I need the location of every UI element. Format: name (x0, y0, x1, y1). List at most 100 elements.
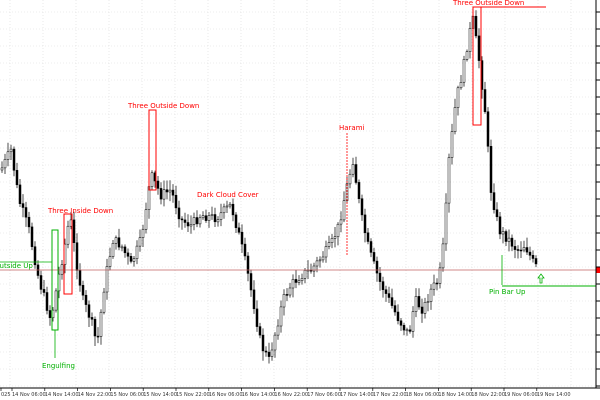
candle-body (240, 231, 244, 245)
candle-body (507, 237, 511, 242)
candle-body (273, 334, 277, 351)
candle-body (129, 256, 133, 262)
candle-body (363, 214, 367, 234)
candle-body (333, 236, 337, 239)
candle-body (219, 212, 223, 220)
annotation-labels: Three Inside Down Three Outside Down Dark … (0, 0, 526, 370)
candle-body (15, 170, 19, 186)
pattern-label: Engulfing (42, 362, 75, 370)
candle-body (516, 249, 520, 251)
candle-body (93, 318, 97, 337)
candle-body (279, 306, 283, 327)
candle-body (135, 245, 139, 259)
candle-body (126, 252, 130, 257)
candle-body (327, 242, 331, 247)
candle-body (141, 229, 145, 238)
candle-body (477, 35, 481, 61)
candle-body (432, 282, 436, 290)
three-outside-down-box (472, 6, 482, 126)
candle-body (99, 311, 103, 337)
candle-body (171, 189, 175, 196)
pattern-label: Pin Bar Up (489, 288, 526, 296)
candle-body (393, 305, 397, 313)
time-tick-label: 14 Nov 06:00 (12, 392, 46, 398)
candle-body (378, 272, 382, 282)
candle-body (498, 216, 502, 235)
candle-body (339, 219, 343, 225)
candle-body (354, 164, 358, 183)
candle-body (441, 243, 445, 269)
candle-body (18, 184, 22, 204)
candle-body (201, 215, 205, 219)
candle-body (102, 291, 106, 313)
candle-body (315, 260, 319, 267)
candle-body (348, 173, 352, 185)
candle-body (48, 310, 52, 318)
time-tick-label: 14 Nov 14:00 (45, 392, 79, 398)
candle-body (177, 207, 181, 220)
candle-body (87, 304, 91, 318)
candle-body (456, 87, 460, 108)
time-tick-label: 19 Nov 14:00 (537, 392, 571, 398)
time-tick-label: 17 Nov 22:00 (373, 392, 407, 398)
candle-body (426, 301, 430, 303)
candle-body (282, 294, 286, 308)
candle-body (435, 282, 439, 285)
candle-body (534, 258, 538, 265)
candle-body (21, 203, 25, 208)
candle-body (210, 214, 214, 216)
time-tick-label: 16 Nov 06:00 (209, 392, 243, 398)
candle-body (195, 217, 199, 225)
candle-body (39, 275, 43, 290)
candle-body (519, 249, 523, 252)
overlays (0, 6, 600, 358)
candle-body (444, 202, 448, 245)
candle-body (384, 289, 388, 294)
candle-body (261, 334, 265, 352)
candle-body (123, 246, 127, 254)
candle-body (237, 227, 241, 233)
up-arrow-icon (537, 273, 545, 284)
candle-body (462, 59, 466, 83)
candle-body (225, 205, 229, 208)
candle-body (27, 216, 31, 228)
time-tick-label: 16 Nov 22:00 (274, 392, 308, 398)
candle-body (414, 296, 418, 312)
candle-body (33, 246, 37, 266)
candle-body (267, 351, 271, 357)
candle-body (447, 157, 451, 204)
candle-body (387, 293, 391, 298)
candle-body (174, 194, 178, 209)
time-tick-label: 15 Nov 22:00 (176, 392, 210, 398)
candle-body (381, 281, 385, 290)
candle-body (450, 131, 454, 158)
current-price-marker (596, 267, 600, 273)
candle-body (207, 215, 211, 221)
candle-body (372, 252, 376, 262)
candle-body (96, 335, 100, 338)
candle-body (417, 296, 421, 308)
time-tick-label: 14 Nov 22:00 (78, 392, 112, 398)
candle-body (438, 267, 442, 284)
candle-body (12, 148, 16, 171)
candle-body (156, 180, 160, 189)
candle-body (276, 325, 280, 336)
time-tick-label: 16 Nov 14:00 (242, 392, 276, 398)
candle-body (429, 288, 433, 302)
time-tick-label: 15 Nov 06:00 (110, 392, 144, 398)
candle-body (396, 311, 400, 322)
time-tick-label: 025 (1, 392, 11, 398)
candle-body (84, 294, 88, 305)
candle-body (54, 290, 58, 311)
candle-body (423, 302, 427, 314)
pattern-label: Three Outside Down (452, 0, 524, 7)
candle-body (159, 188, 163, 200)
candle-body (216, 219, 220, 223)
candle-body (132, 258, 136, 262)
candle-body (30, 226, 34, 247)
candle-body (399, 320, 403, 326)
candle-body (492, 192, 496, 210)
candle-body (198, 217, 202, 225)
candle-body (264, 350, 268, 353)
